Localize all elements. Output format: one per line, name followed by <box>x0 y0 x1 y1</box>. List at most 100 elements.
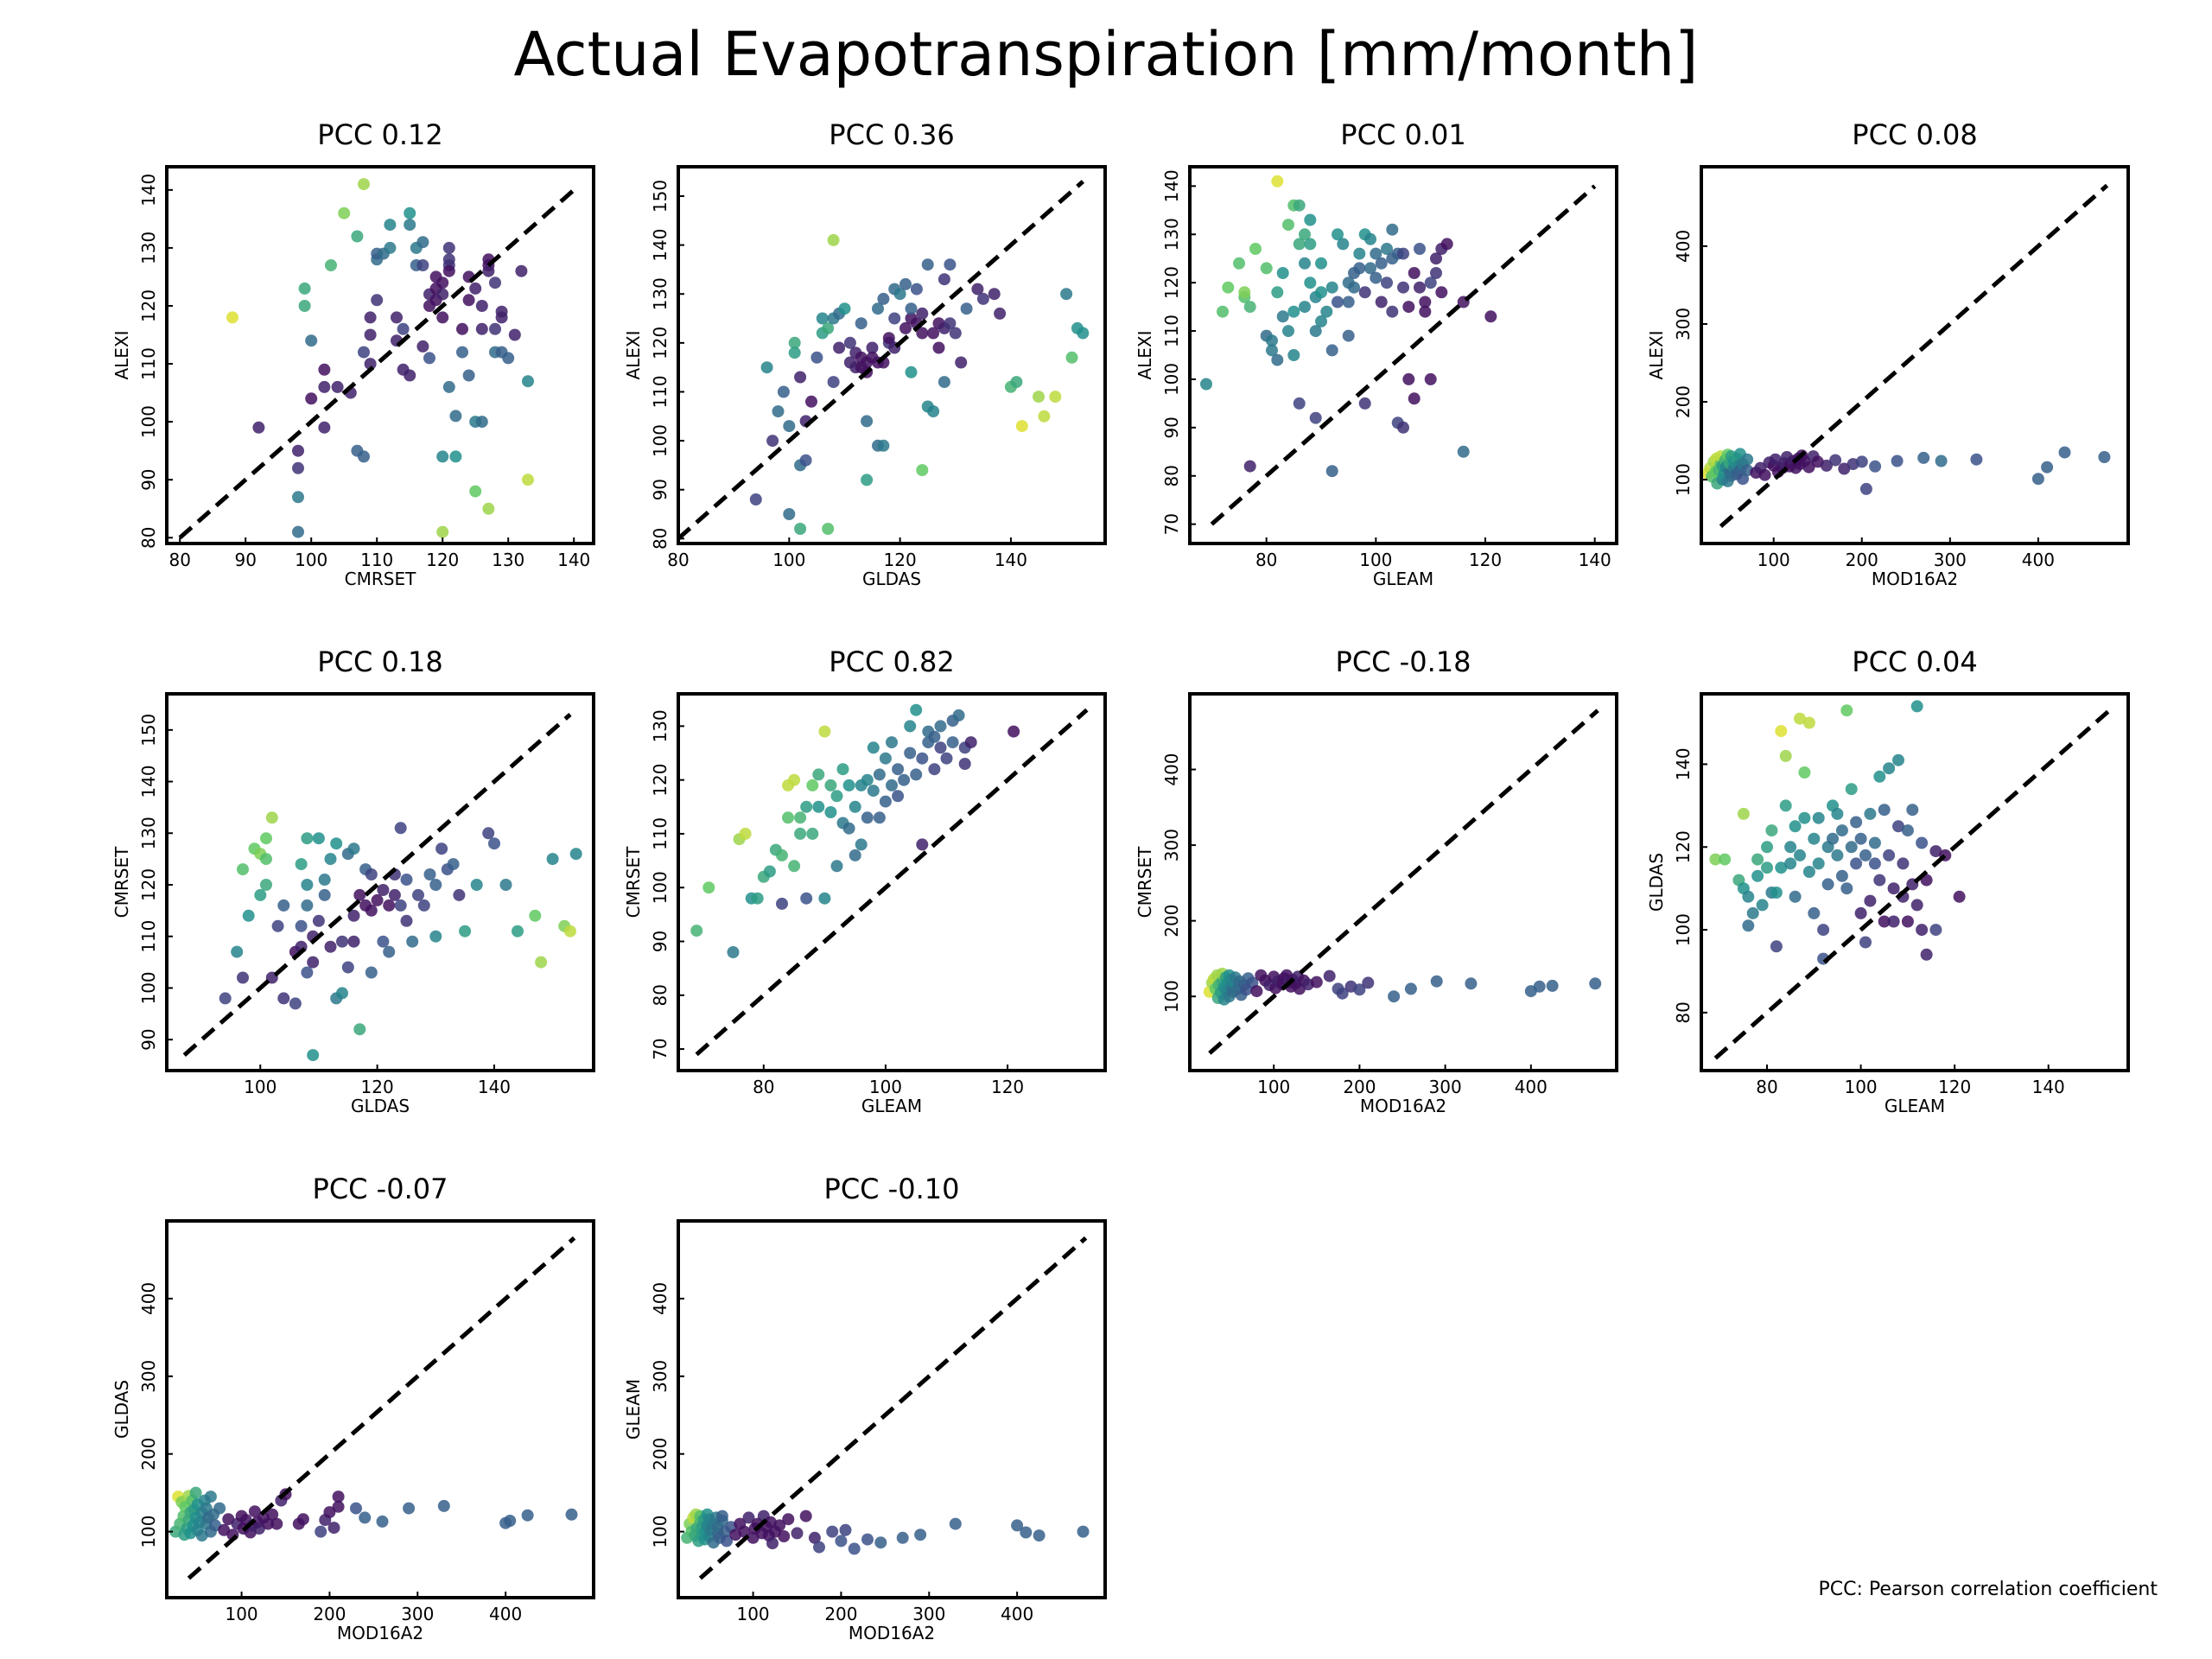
data-point <box>955 356 968 369</box>
data-point <box>1887 882 1900 895</box>
data-point <box>1910 700 1923 713</box>
data-point <box>877 439 890 452</box>
data-point <box>442 380 455 393</box>
data-point <box>1271 175 1284 188</box>
x-axis-label: GLEAM <box>1373 569 1433 589</box>
data-point <box>1892 753 1904 766</box>
data-point <box>1798 811 1811 824</box>
x-tick-label: 100 <box>225 1604 257 1624</box>
points-group <box>690 703 1020 958</box>
data-point <box>1794 712 1806 725</box>
data-point <box>886 736 898 749</box>
data-point <box>1533 980 1546 993</box>
data-point <box>1746 906 1759 919</box>
points-group <box>219 811 582 1062</box>
data-point <box>783 508 796 520</box>
data-point <box>1424 372 1437 385</box>
data-point <box>778 1530 791 1542</box>
data-point <box>1332 296 1344 308</box>
data-point <box>429 930 442 943</box>
x-tick-label: 300 <box>401 1604 434 1624</box>
data-point <box>1217 305 1229 318</box>
data-point <box>1364 262 1376 275</box>
data-point <box>213 1502 226 1515</box>
y-tick-label: 100 <box>138 405 159 438</box>
data-point <box>783 420 796 433</box>
data-point <box>1789 820 1802 833</box>
data-point <box>782 811 794 824</box>
x-tick-label: 80 <box>168 550 190 570</box>
y-axis-label: CMRSET <box>1135 846 1155 918</box>
data-point <box>914 1529 927 1541</box>
data-point <box>874 1536 887 1549</box>
data-point <box>1457 445 1470 458</box>
panel-title: PCC -0.10 <box>824 1173 960 1205</box>
data-point <box>307 1049 320 1062</box>
data-point <box>358 450 370 463</box>
data-point <box>822 321 835 334</box>
data-point <box>1929 924 1942 937</box>
data-point <box>1430 252 1442 265</box>
data-point <box>383 945 396 958</box>
data-point <box>1353 262 1366 275</box>
data-point <box>788 336 801 349</box>
data-point <box>327 1522 340 1535</box>
points-group <box>226 178 534 538</box>
y-tick-label: 110 <box>650 817 671 850</box>
data-point <box>1864 894 1877 907</box>
x-tick-label: 140 <box>557 550 590 570</box>
y-tick-label: 90 <box>1161 416 1182 438</box>
data-point <box>1779 799 1792 812</box>
y-tick-label: 140 <box>138 765 159 798</box>
data-point <box>404 207 416 219</box>
data-point <box>353 888 366 901</box>
data-point <box>449 410 462 423</box>
identity-line <box>1208 709 1599 1055</box>
data-point <box>800 892 813 905</box>
data-point <box>301 899 314 912</box>
y-tick-label: 140 <box>1673 747 1694 780</box>
data-point <box>861 1533 874 1546</box>
data-point <box>1897 857 1910 870</box>
identity-line <box>1210 184 1597 526</box>
data-point <box>1835 824 1848 837</box>
data-point <box>1789 890 1802 903</box>
y-tick-label: 200 <box>650 1438 671 1471</box>
data-point <box>371 893 384 906</box>
data-point <box>1465 977 1478 990</box>
data-point <box>437 1499 450 1512</box>
data-point <box>794 811 807 824</box>
data-point <box>1299 228 1311 241</box>
data-point <box>905 365 918 378</box>
plot-frame <box>165 692 595 1072</box>
data-point <box>855 317 868 330</box>
x-tick-label: 100 <box>1758 550 1790 570</box>
data-point <box>1049 391 1062 404</box>
x-tick-label: 140 <box>1579 550 1611 570</box>
data-point <box>964 736 977 749</box>
y-tick-label: 100 <box>1673 463 1694 496</box>
data-point <box>1761 841 1773 854</box>
data-point <box>489 276 501 289</box>
data-point <box>383 899 396 912</box>
data-point <box>1337 238 1350 251</box>
data-point <box>365 868 378 880</box>
data-point <box>898 773 911 786</box>
data-point <box>1304 276 1317 289</box>
data-point <box>1920 948 1933 961</box>
data-point <box>867 785 880 798</box>
data-point <box>1854 832 1867 845</box>
data-point <box>219 992 232 1005</box>
x-tick-label: 120 <box>361 1077 394 1097</box>
data-point <box>347 909 360 922</box>
data-point <box>1906 804 1919 817</box>
data-point <box>1381 243 1393 255</box>
data-point <box>1287 305 1300 318</box>
data-point <box>1775 861 1788 874</box>
plot-frame <box>165 165 595 545</box>
data-point <box>296 1513 309 1526</box>
data-point <box>892 763 905 776</box>
data-point <box>1831 807 1844 820</box>
x-tick-label: 90 <box>234 550 256 570</box>
x-tick-label: 100 <box>736 1604 769 1624</box>
